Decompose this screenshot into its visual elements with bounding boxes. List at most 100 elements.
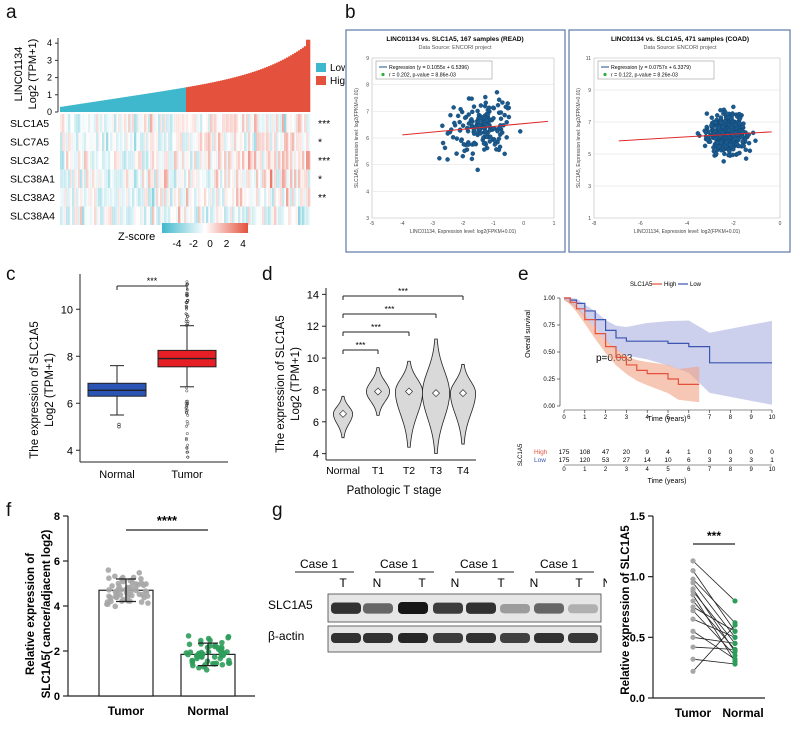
b-point [498,116,504,121]
d-xtick-label: T2 [403,465,415,477]
e-risk-xlabel: Time (years) [647,478,686,485]
a-heat-cell [246,114,249,133]
a-heat-cell [106,151,109,170]
a-heat-cell [126,114,129,133]
a-heat-cell [74,151,77,170]
b-ylabel: SLC1A5, Expression level: log2(FPKM+0.01… [354,88,360,188]
a-heat-cell [294,132,297,151]
a-heat-cell [96,132,99,151]
a-heat-cell [138,207,140,226]
a-area-bar [196,85,199,112]
a-heat-cell [72,114,74,133]
a-heat-cell [146,169,149,188]
b-point [703,130,709,135]
a-heat-cell [296,132,299,151]
a-heat-cell [102,114,104,133]
e-risk-low-count: 6 [687,457,691,464]
a-heat-cell [206,151,209,170]
c-outlier [186,443,190,447]
a-area-bar [226,79,229,112]
a-area-bar [176,88,179,112]
a-area-bar [198,85,201,112]
a-heat-cell [88,133,90,152]
a-heat-cell [164,206,167,225]
a-heat-cell [304,133,306,152]
a-heat-cell [96,188,99,207]
g-case-label: Case 1 [380,557,418,571]
a-area-bar [178,88,181,112]
a-area-bar [212,82,215,112]
b-point [722,151,727,157]
a-heat-cell [300,169,303,188]
a-heat-cell [62,114,65,133]
a-heat-cell [144,151,147,170]
a-heat-cell [218,206,221,225]
a-area-bar [220,80,223,112]
a-heat-cell [192,114,195,133]
b-point [702,143,708,149]
g-tumor-point [690,592,696,598]
a-heat-cell [140,151,143,170]
a-area-bar [238,76,241,112]
b-point [729,112,735,118]
b-point [753,138,758,143]
e-risk-low-count: 27 [623,457,631,464]
a-heat-cell [78,188,80,207]
a-heat-cell [168,114,171,133]
a-heat-cell [128,133,130,152]
a-heat-cell [168,151,171,170]
a-heat-cell [62,188,65,207]
d-median-diamond [459,389,467,398]
a-heat-cell [130,169,133,188]
a-heat-cell [132,206,135,225]
a-heat-cell [80,132,83,151]
a-area-bar [150,93,153,112]
d-sig: *** [398,286,409,296]
a-heat-cell [262,206,265,225]
a-heat-cell [132,188,135,207]
a-area-bar [114,98,117,112]
a-heat-cell [282,114,285,133]
a-heat-cell [222,132,225,151]
a-heat-cell [224,132,227,151]
a-area-bar [96,101,99,112]
a-heat-cell [294,188,297,207]
b-point [729,124,734,130]
a-heat-cell [198,132,201,151]
g-band-actin [568,633,598,643]
f-ylabel-1: Relative expression of [25,553,37,675]
a-area-bar [134,95,137,112]
a-heat-cell [140,114,143,133]
a-heat-cell [250,206,253,225]
b-point [733,122,738,128]
panel-letter-a: a [6,2,17,23]
a-heat-cell [196,151,199,170]
a-heat-cell [124,206,127,225]
a-heat-cell [82,132,85,151]
g-normal-point [732,634,738,640]
a-heat-cell [72,188,75,207]
c-outlier [186,322,190,325]
a-heat-cell [140,206,143,225]
b-ytick: 3 [366,216,369,222]
a-area-bar [120,97,123,112]
b-point [736,143,742,149]
a-heat-cell [134,169,137,188]
a-heat-cell [62,206,65,225]
b-point [449,127,454,132]
c-outlier [117,425,121,429]
a-heat-cell [158,169,161,188]
f-point [143,581,149,587]
b-point [704,124,709,130]
a-gene-label: SLC38A1 [10,174,55,186]
e-xtick-label: 2 [604,415,608,421]
a-heat-cell [298,206,301,225]
b-point [480,115,486,121]
legend-high-swatch [316,76,326,85]
a-heat-cell [292,151,295,170]
a-area-bar [156,92,159,112]
a-heat-cell [154,188,157,207]
a-area-bar [104,100,107,112]
a-heat-cell [150,169,153,188]
a-heat-cell [68,188,71,207]
